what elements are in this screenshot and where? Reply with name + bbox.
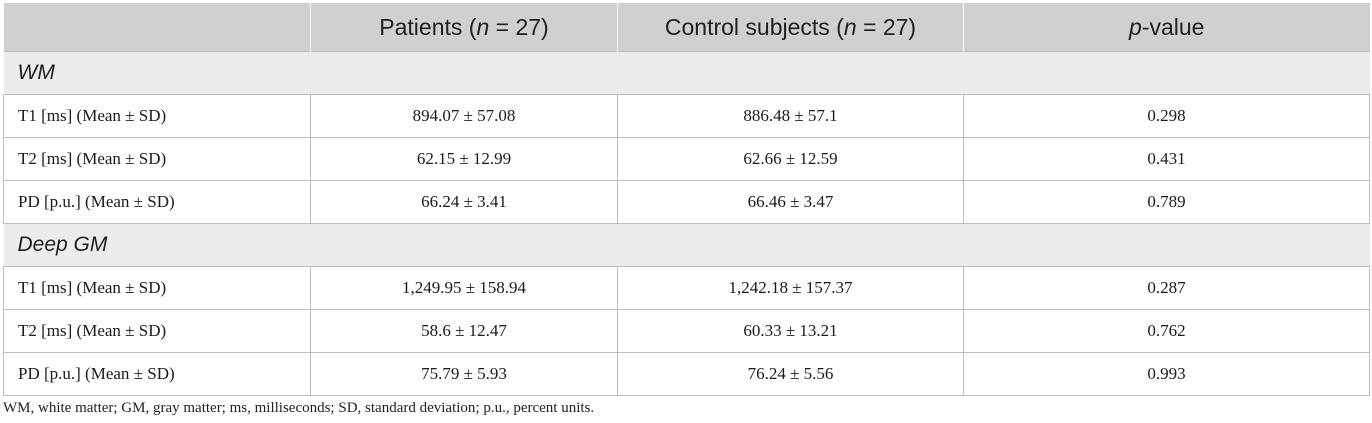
table-row: T1 [ms] (Mean ± SD) 894.07 ± 57.08 886.4… <box>3 94 1370 138</box>
table-row: T2 [ms] (Mean ± SD) 58.6 ± 12.47 60.33 ±… <box>3 309 1370 353</box>
patients-value: 1,249.95 ± 158.94 <box>310 266 618 310</box>
header-controls-prefix: Control subjects ( <box>664 13 844 40</box>
p-value: 0.431 <box>963 137 1370 181</box>
row-label: PD [p.u.] (Mean ± SD) <box>3 180 311 224</box>
table-footnote: WM, white matter; GM, gray matter; ms, m… <box>3 400 595 416</box>
header-controls-suffix: = 27) <box>856 13 917 40</box>
patients-value: 75.79 ± 5.93 <box>310 352 618 396</box>
header-p-letter: p <box>1129 13 1142 40</box>
table-row: PD [p.u.] (Mean ± SD) 75.79 ± 5.93 76.24… <box>3 352 1370 396</box>
row-label: T1 [ms] (Mean ± SD) <box>3 94 311 138</box>
table-body: WM T1 [ms] (Mean ± SD) 894.07 ± 57.08 88… <box>3 51 1370 396</box>
table-row: T1 [ms] (Mean ± SD) 1,249.95 ± 158.94 1,… <box>3 266 1370 310</box>
section-row-deep-gm: Deep GM <box>3 223 1370 267</box>
row-label: T1 [ms] (Mean ± SD) <box>3 266 311 310</box>
p-value: 0.993 <box>963 352 1370 396</box>
section-title: Deep GM <box>3 223 1370 267</box>
header-p-suffix: -value <box>1141 13 1205 40</box>
section-title: WM <box>3 51 1370 95</box>
controls-value: 1,242.18 ± 157.37 <box>617 266 964 310</box>
patients-value: 894.07 ± 57.08 <box>310 94 618 138</box>
controls-value: 886.48 ± 57.1 <box>617 94 964 138</box>
header-row: Patients (n = 27) Control subjects (n = … <box>3 3 1370 52</box>
header-patients-prefix: Patients ( <box>379 13 477 40</box>
controls-value: 62.66 ± 12.59 <box>617 137 964 181</box>
row-label: T2 [ms] (Mean ± SD) <box>3 309 311 353</box>
row-label: T2 [ms] (Mean ± SD) <box>3 137 311 181</box>
table-row: T2 [ms] (Mean ± SD) 62.15 ± 12.99 62.66 … <box>3 137 1370 181</box>
header-p-value: p-value <box>963 3 1370 52</box>
header-patients: Patients (n = 27) <box>310 3 618 52</box>
header-controls: Control subjects (n = 27) <box>617 3 964 52</box>
p-value: 0.789 <box>963 180 1370 224</box>
header-empty-cell <box>3 3 311 52</box>
p-value: 0.762 <box>963 309 1370 353</box>
header-controls-n: n <box>843 13 857 40</box>
controls-value: 66.46 ± 3.47 <box>617 180 964 224</box>
controls-value: 76.24 ± 5.56 <box>617 352 964 396</box>
results-table-container: Patients (n = 27) Control subjects (n = … <box>3 3 1370 396</box>
patients-value: 58.6 ± 12.47 <box>310 309 618 353</box>
header-patients-suffix: = 27) <box>489 13 549 40</box>
table-row: PD [p.u.] (Mean ± SD) 66.24 ± 3.41 66.46… <box>3 180 1370 224</box>
header-patients-n: n <box>476 13 490 40</box>
p-value: 0.287 <box>963 266 1370 310</box>
controls-value: 60.33 ± 13.21 <box>617 309 964 353</box>
row-label: PD [p.u.] (Mean ± SD) <box>3 352 311 396</box>
table-header: Patients (n = 27) Control subjects (n = … <box>3 3 1370 52</box>
section-row-wm: WM <box>3 51 1370 95</box>
p-value: 0.298 <box>963 94 1370 138</box>
results-table: Patients (n = 27) Control subjects (n = … <box>3 3 1370 396</box>
patients-value: 62.15 ± 12.99 <box>310 137 618 181</box>
patients-value: 66.24 ± 3.41 <box>310 180 618 224</box>
